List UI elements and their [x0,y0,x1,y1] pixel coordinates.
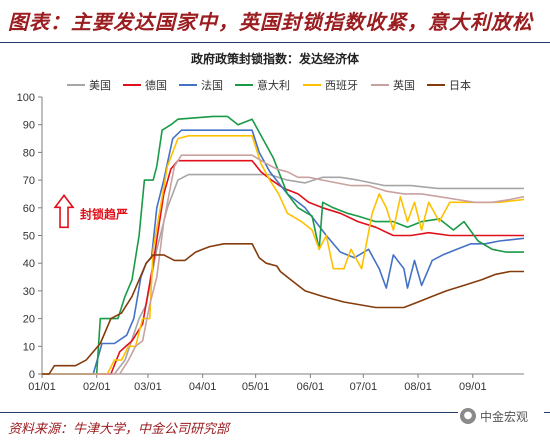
chart-title: 政府政策封锁指数：发达经济体 [190,52,359,66]
series-line-4 [42,115,524,375]
x-tick-label: 05/01 [242,381,270,393]
x-tick-label: 03/01 [134,381,162,393]
legend-label: 英国 [393,78,415,92]
legend-label: 法国 [201,78,223,92]
series-line-5 [42,135,525,375]
y-tick-label: 10 [23,341,35,353]
legend-label: 意大利 [257,78,290,92]
y-tick-label: 80 [23,147,35,159]
series-line-3 [42,129,525,375]
source-note: 资料来源：牛津大学，中金公司研究部 [8,422,230,437]
arrow-up-icon [53,194,75,229]
wechat-icon: ● [460,408,476,424]
x-tick-label: 06/01 [297,381,325,393]
y-tick-label: 50 [23,231,35,243]
y-tick-label: 90 [23,120,35,132]
figure-title: 图表：主要发达国家中，英国封锁指数收紧，意大利放松 [8,10,533,34]
x-tick-label: 08/01 [404,381,432,393]
footer-divider [0,412,550,413]
legend-label: 日本 [449,78,471,92]
y-tick-label: 100 [17,92,35,104]
annotation-label: 封锁趋严 [80,206,128,221]
x-tick-label: 09/01 [459,381,487,393]
brand-name: 中金宏观 [480,410,529,424]
x-tick-label: 04/01 [189,381,217,393]
legend-label: 西班牙 [325,79,358,92]
series-line-1 [42,173,524,375]
y-tick-label: 30 [23,286,35,298]
series-line-2 [42,159,524,375]
legend-label: 德国 [145,78,167,92]
series-line-7 [42,243,524,375]
series-line-6 [42,154,525,375]
y-tick-label: 40 [23,258,35,270]
y-tick-label: 70 [23,175,35,187]
x-tick-label: 02/01 [83,381,111,393]
brand-badge: ● 中金宏观 [458,405,544,427]
banner: 图表：主要发达国家中，英国封锁指数收紧，意大利放松 [0,0,550,43]
legend-label: 美国 [89,79,111,92]
x-tick-label: 07/01 [350,381,378,393]
y-tick-label: 60 [23,203,35,215]
y-tick-label: 20 [23,314,35,326]
y-tick-label: 0 [29,369,35,381]
x-tick-label: 01/01 [28,381,56,393]
